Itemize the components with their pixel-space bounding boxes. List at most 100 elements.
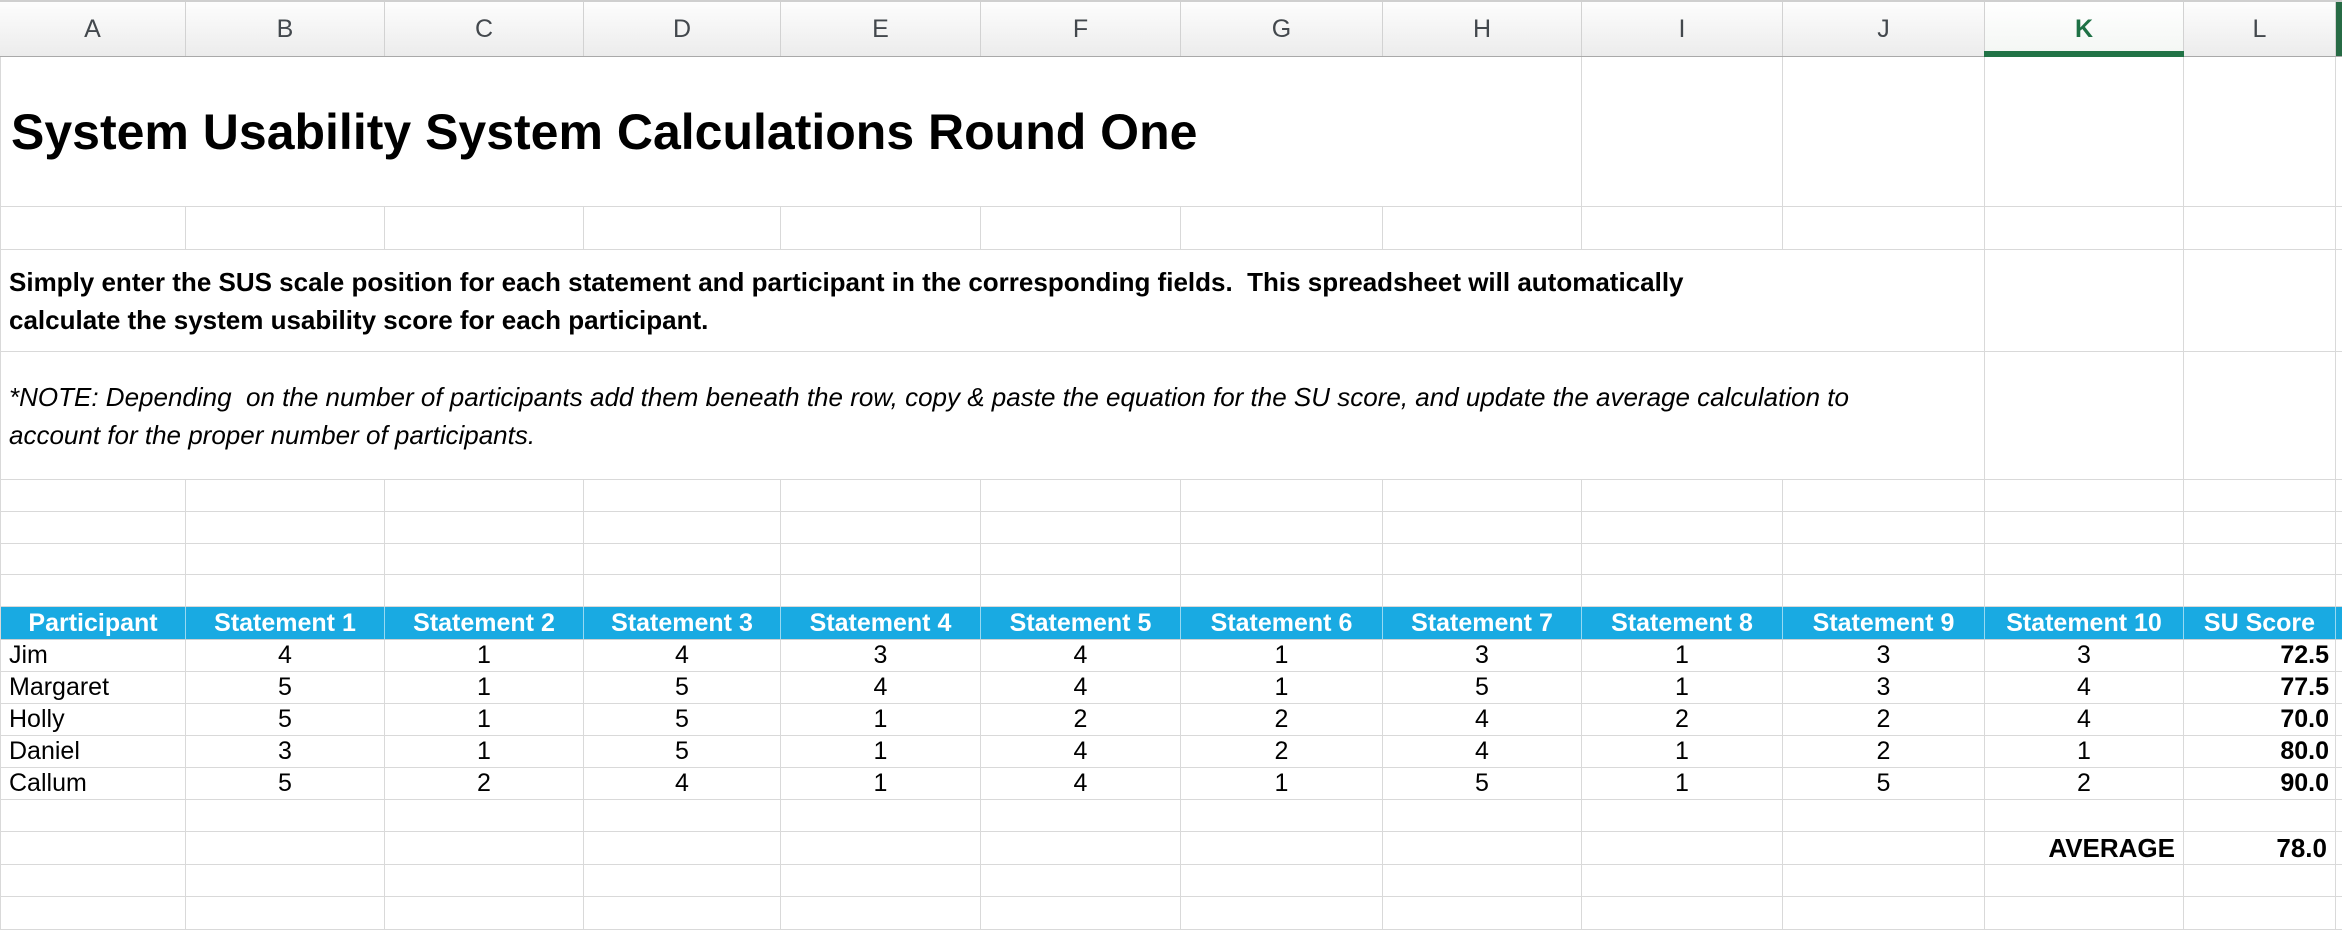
instructions-cell[interactable]: Simply enter the SUS scale position for …	[0, 250, 1985, 352]
cell[interactable]	[2184, 480, 2336, 512]
cell[interactable]	[981, 865, 1181, 897]
cell[interactable]	[1383, 480, 1582, 512]
table-header-statement-4[interactable]: Statement 4	[781, 607, 981, 640]
cell[interactable]	[781, 207, 981, 250]
score-cell[interactable]: 1	[385, 704, 584, 736]
cell[interactable]	[584, 207, 781, 250]
cell[interactable]	[1783, 480, 1985, 512]
score-cell[interactable]: 4	[186, 640, 385, 672]
score-cell[interactable]: 2	[1181, 736, 1383, 768]
cell[interactable]	[781, 480, 981, 512]
column-header-e[interactable]: E	[781, 2, 981, 56]
score-cell[interactable]: 3	[1383, 640, 1582, 672]
score-cell[interactable]: 2	[1783, 736, 1985, 768]
score-cell[interactable]: 4	[781, 672, 981, 704]
cell[interactable]	[2184, 800, 2336, 832]
cell[interactable]	[981, 897, 1181, 930]
cell[interactable]	[1985, 897, 2184, 930]
cell[interactable]	[186, 897, 385, 930]
score-cell[interactable]: 1	[1582, 736, 1783, 768]
cell[interactable]	[1985, 480, 2184, 512]
column-header-k[interactable]: K	[1984, 2, 2184, 57]
cell[interactable]	[1985, 352, 2184, 480]
cell[interactable]	[2184, 544, 2336, 575]
table-header-statement-5[interactable]: Statement 5	[981, 607, 1181, 640]
score-cell[interactable]: 5	[584, 736, 781, 768]
column-header-h[interactable]: H	[1383, 2, 1582, 56]
score-cell[interactable]: 2	[1181, 704, 1383, 736]
cell[interactable]	[1582, 480, 1783, 512]
score-cell[interactable]: 4	[981, 736, 1181, 768]
cell[interactable]	[1985, 250, 2184, 352]
cell[interactable]	[0, 512, 186, 544]
score-cell[interactable]: 2	[1985, 768, 2184, 800]
score-cell[interactable]: 4	[1985, 704, 2184, 736]
su-score-cell[interactable]: 77.5	[2184, 672, 2336, 704]
cell[interactable]	[1383, 800, 1582, 832]
cell[interactable]	[1582, 865, 1783, 897]
cell[interactable]	[2184, 865, 2336, 897]
score-cell[interactable]: 2	[1783, 704, 1985, 736]
score-cell[interactable]: 1	[1181, 640, 1383, 672]
table-header-participant[interactable]: Participant	[0, 607, 186, 640]
cell[interactable]	[385, 865, 584, 897]
su-score-cell[interactable]: 70.0	[2184, 704, 2336, 736]
participant-name-cell[interactable]: Margaret	[0, 672, 186, 704]
score-cell[interactable]: 1	[1582, 768, 1783, 800]
cell[interactable]	[584, 575, 781, 607]
cell[interactable]	[385, 800, 584, 832]
average-value-cell[interactable]: 78.0	[2184, 832, 2336, 865]
cell[interactable]	[781, 512, 981, 544]
cell[interactable]	[1985, 575, 2184, 607]
table-header-statement-2[interactable]: Statement 2	[385, 607, 584, 640]
score-cell[interactable]: 5	[1783, 768, 1985, 800]
score-cell[interactable]: 4	[1383, 736, 1582, 768]
cell[interactable]	[385, 480, 584, 512]
cell[interactable]	[1383, 544, 1582, 575]
cell[interactable]	[1383, 207, 1582, 250]
participant-name-cell[interactable]: Callum	[0, 768, 186, 800]
score-cell[interactable]: 1	[1582, 640, 1783, 672]
score-cell[interactable]: 1	[1582, 672, 1783, 704]
score-cell[interactable]: 3	[781, 640, 981, 672]
cell[interactable]	[781, 897, 981, 930]
cell[interactable]	[1783, 865, 1985, 897]
cell[interactable]	[1985, 207, 2184, 250]
score-cell[interactable]: 3	[1985, 640, 2184, 672]
cell[interactable]	[781, 832, 981, 865]
table-header-statement-7[interactable]: Statement 7	[1383, 607, 1582, 640]
cell[interactable]	[1181, 865, 1383, 897]
column-header-i[interactable]: I	[1582, 2, 1783, 56]
cell[interactable]	[584, 544, 781, 575]
table-header-statement-3[interactable]: Statement 3	[584, 607, 781, 640]
cell[interactable]	[1181, 512, 1383, 544]
cell[interactable]	[1783, 544, 1985, 575]
score-cell[interactable]: 1	[385, 736, 584, 768]
cell[interactable]	[584, 512, 781, 544]
cell[interactable]	[1181, 832, 1383, 865]
score-cell[interactable]: 4	[1985, 672, 2184, 704]
score-cell[interactable]: 5	[584, 672, 781, 704]
participant-name-cell[interactable]: Holly	[0, 704, 186, 736]
cell[interactable]	[981, 800, 1181, 832]
cell[interactable]	[1383, 897, 1582, 930]
table-header-statement-8[interactable]: Statement 8	[1582, 607, 1783, 640]
title-cell[interactable]: System Usability System Calculations Rou…	[0, 57, 1582, 207]
cell[interactable]	[186, 512, 385, 544]
score-cell[interactable]: 4	[584, 640, 781, 672]
cell[interactable]	[0, 897, 186, 930]
participant-name-cell[interactable]: Jim	[0, 640, 186, 672]
cell[interactable]	[2184, 250, 2336, 352]
cell[interactable]	[981, 832, 1181, 865]
table-header-statement-6[interactable]: Statement 6	[1181, 607, 1383, 640]
cell[interactable]	[981, 480, 1181, 512]
column-header-a[interactable]: A	[0, 2, 186, 56]
cell[interactable]	[1181, 207, 1383, 250]
cell[interactable]	[186, 800, 385, 832]
cell[interactable]	[584, 480, 781, 512]
score-cell[interactable]: 2	[1582, 704, 1783, 736]
score-cell[interactable]: 4	[981, 672, 1181, 704]
cell[interactable]	[385, 512, 584, 544]
column-header-f[interactable]: F	[981, 2, 1181, 56]
column-header-b[interactable]: B	[186, 2, 385, 56]
